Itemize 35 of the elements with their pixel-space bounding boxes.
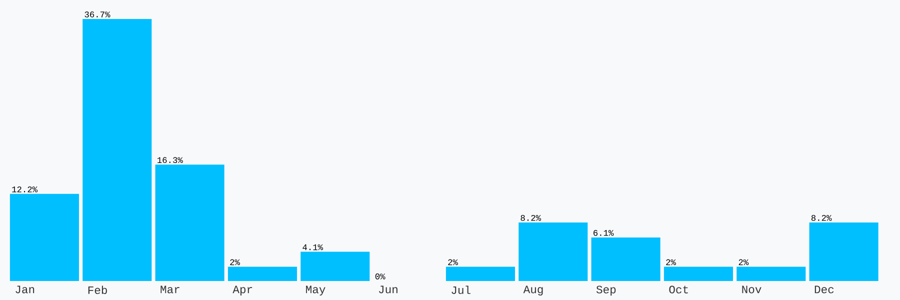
data-label: 16.3% — [158, 157, 183, 164]
data-label: 2% — [230, 259, 240, 266]
data-label: 12.2% — [12, 186, 38, 192]
x-tick-label: Aug — [523, 286, 543, 296]
bar — [809, 222, 878, 281]
x-tick-label: Jun — [378, 286, 398, 294]
data-label: 36.7% — [84, 12, 110, 18]
data-label: 8.2% — [811, 214, 832, 221]
bar — [155, 164, 224, 281]
x-tick-label: Jul — [452, 286, 470, 294]
x-tick-label: Sep — [596, 286, 616, 296]
bar — [10, 194, 79, 281]
data-label: 2% — [448, 259, 458, 266]
x-tick-label: Apr — [232, 286, 252, 296]
data-label: 2% — [666, 259, 676, 266]
data-label: 0% — [375, 274, 386, 280]
bar — [82, 19, 152, 281]
data-label: 6.1% — [594, 230, 614, 236]
x-tick-label: Feb — [88, 286, 107, 294]
data-label: 8.2% — [520, 214, 542, 221]
x-tick-label: Jan — [16, 286, 34, 294]
x-tick-label: Dec — [814, 286, 834, 294]
bar — [300, 252, 370, 281]
bar — [736, 266, 806, 281]
x-tick-label: Nov — [742, 286, 762, 294]
bar — [446, 266, 515, 281]
bar — [664, 266, 733, 281]
x-tick-label: Oct — [669, 286, 688, 294]
x-tick-label: May — [306, 286, 326, 296]
bar — [591, 237, 660, 281]
x-tick-label: Mar — [160, 286, 180, 294]
bar — [518, 222, 588, 281]
data-label: 4.1% — [302, 244, 324, 250]
data-label: 2% — [738, 259, 749, 266]
bar — [228, 266, 297, 281]
